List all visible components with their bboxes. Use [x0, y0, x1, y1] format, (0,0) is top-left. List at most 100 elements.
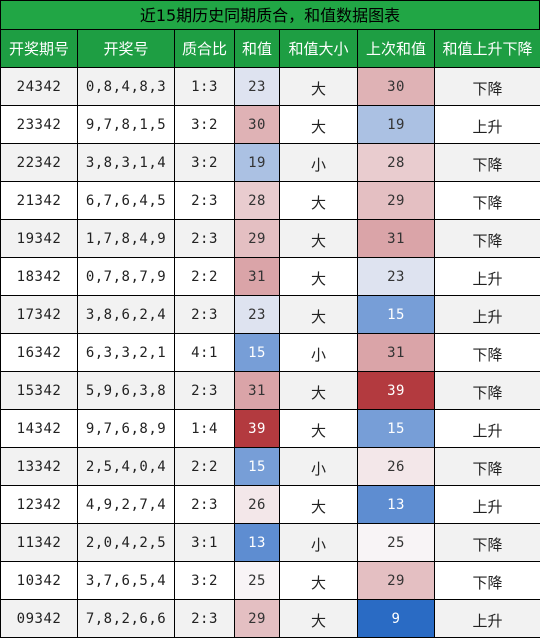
cell-issue: 17342 [1, 296, 78, 334]
cell-numbers: 2,0,4,2,5 [78, 524, 175, 562]
cell-issue: 23342 [1, 106, 78, 144]
cell-ratio: 2:2 [175, 448, 235, 486]
cell-trend: 下降 [435, 220, 540, 258]
cell-trend: 下降 [435, 182, 540, 220]
cell-sum: 13 [235, 524, 280, 562]
cell-prev-sum: 25 [358, 524, 435, 562]
header-issue: 开奖期号 [1, 30, 78, 68]
cell-numbers: 9,7,8,1,5 [78, 106, 175, 144]
cell-size: 大 [280, 296, 358, 334]
cell-numbers: 2,5,4,0,4 [78, 448, 175, 486]
cell-prev-sum: 30 [358, 68, 435, 106]
cell-issue: 22342 [1, 144, 78, 182]
cell-issue: 19342 [1, 220, 78, 258]
cell-issue: 11342 [1, 524, 78, 562]
cell-ratio: 3:2 [175, 144, 235, 182]
cell-issue: 09342 [1, 600, 78, 638]
cell-prev-sum: 29 [358, 182, 435, 220]
cell-trend: 上升 [435, 258, 540, 296]
cell-sum: 23 [235, 68, 280, 106]
cell-size: 大 [280, 410, 358, 448]
cell-prev-sum: 31 [358, 220, 435, 258]
header-trend: 和值上升下降 [435, 30, 540, 68]
cell-trend: 下降 [435, 334, 540, 372]
cell-trend: 下降 [435, 524, 540, 562]
cell-numbers: 0,7,8,7,9 [78, 258, 175, 296]
cell-sum: 25 [235, 562, 280, 600]
cell-numbers: 3,7,6,5,4 [78, 562, 175, 600]
cell-prev-sum: 13 [358, 486, 435, 524]
cell-numbers: 4,9,2,7,4 [78, 486, 175, 524]
cell-size: 小 [280, 448, 358, 486]
cell-size: 大 [280, 258, 358, 296]
cell-ratio: 3:2 [175, 106, 235, 144]
cell-issue: 18342 [1, 258, 78, 296]
cell-issue: 14342 [1, 410, 78, 448]
cell-sum: 29 [235, 600, 280, 638]
cell-prev-sum: 23 [358, 258, 435, 296]
cell-numbers: 1,7,8,4,9 [78, 220, 175, 258]
cell-trend: 上升 [435, 296, 540, 334]
header-sum: 和值 [235, 30, 280, 68]
cell-prev-sum: 19 [358, 106, 435, 144]
cell-trend: 下降 [435, 448, 540, 486]
cell-trend: 下降 [435, 144, 540, 182]
header-prev-sum: 上次和值 [358, 30, 435, 68]
cell-size: 大 [280, 220, 358, 258]
cell-issue: 13342 [1, 448, 78, 486]
cell-ratio: 2:3 [175, 220, 235, 258]
cell-size: 大 [280, 182, 358, 220]
cell-size: 小 [280, 144, 358, 182]
cell-sum: 30 [235, 106, 280, 144]
cell-sum: 23 [235, 296, 280, 334]
cell-prev-sum: 29 [358, 562, 435, 600]
cell-ratio: 2:3 [175, 600, 235, 638]
cell-size: 大 [280, 106, 358, 144]
cell-sum: 19 [235, 144, 280, 182]
page-title: 近15期历史同期质合，和值数据图表 [0, 0, 540, 30]
header-ratio: 质合比 [175, 30, 235, 68]
cell-size: 大 [280, 372, 358, 410]
cell-ratio: 1:4 [175, 410, 235, 448]
cell-prev-sum: 31 [358, 334, 435, 372]
cell-trend: 下降 [435, 562, 540, 600]
cell-ratio: 1:3 [175, 68, 235, 106]
cell-issue: 16342 [1, 334, 78, 372]
cell-size: 小 [280, 334, 358, 372]
cell-issue: 10342 [1, 562, 78, 600]
cell-numbers: 0,8,4,8,3 [78, 68, 175, 106]
header-row: 开奖期号 开奖号 质合比 和值 和值大小 上次和值 和值上升下降 [1, 30, 540, 68]
cell-numbers: 5,9,6,3,8 [78, 372, 175, 410]
cell-prev-sum: 15 [358, 296, 435, 334]
cell-numbers: 3,8,6,2,4 [78, 296, 175, 334]
cell-issue: 15342 [1, 372, 78, 410]
cell-trend: 上升 [435, 600, 540, 638]
cell-ratio: 2:3 [175, 372, 235, 410]
header-numbers: 开奖号 [78, 30, 175, 68]
cell-issue: 12342 [1, 486, 78, 524]
cell-numbers: 6,7,6,4,5 [78, 182, 175, 220]
cell-issue: 21342 [1, 182, 78, 220]
cell-sum: 39 [235, 410, 280, 448]
cell-sum: 26 [235, 486, 280, 524]
cell-trend: 下降 [435, 372, 540, 410]
cell-size: 大 [280, 68, 358, 106]
cell-sum: 15 [235, 334, 280, 372]
cell-ratio: 2:2 [175, 258, 235, 296]
cell-sum: 31 [235, 258, 280, 296]
cell-numbers: 9,7,6,8,9 [78, 410, 175, 448]
